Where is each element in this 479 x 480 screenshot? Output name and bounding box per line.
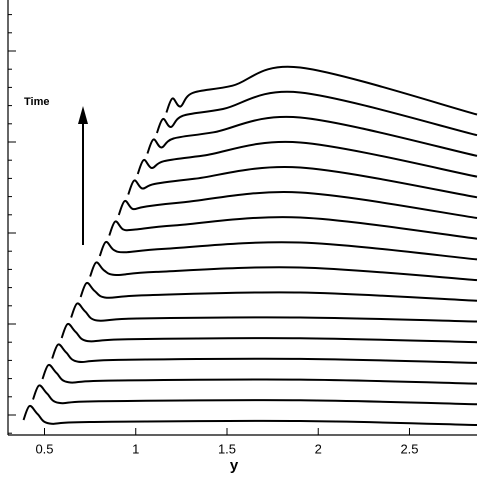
x-tick-label: 0.5: [35, 441, 53, 456]
curve: [79, 281, 478, 302]
curve: [89, 261, 478, 282]
x-tick-label: 1.5: [218, 441, 236, 456]
curve: [127, 166, 478, 199]
curve: [22, 404, 478, 426]
time-arrowhead: [78, 106, 88, 124]
curve: [108, 216, 478, 240]
curve: [146, 115, 478, 157]
curve: [117, 191, 478, 219]
curve: [155, 90, 478, 137]
curve: [41, 363, 478, 385]
curve: [165, 65, 478, 116]
x-tick-label: 2: [315, 441, 322, 456]
x-axis-label: y: [230, 457, 239, 474]
curve: [136, 140, 478, 178]
annotation: Time: [24, 96, 49, 108]
x-tick-label: 2.5: [400, 441, 418, 456]
curve: [98, 240, 478, 261]
curve: [51, 343, 478, 364]
curve: [70, 302, 478, 323]
curve: [60, 322, 478, 344]
x-tick-label: 1: [132, 441, 139, 456]
curve: [32, 384, 478, 406]
